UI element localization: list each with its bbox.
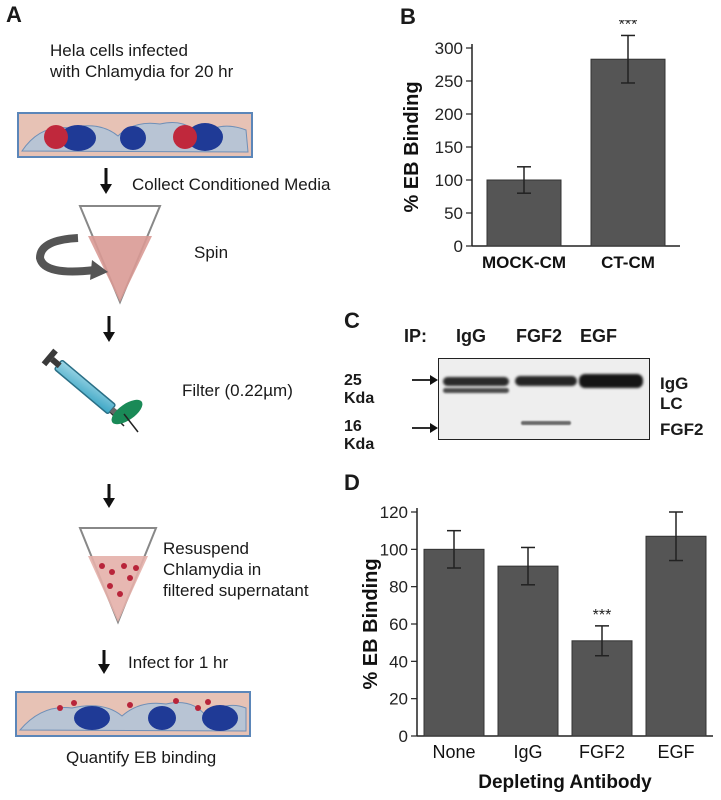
band-fgf2-lane2 — [521, 421, 571, 425]
cell-dish-binding — [15, 691, 251, 737]
cell-dish-infected — [17, 112, 253, 158]
nucleus — [60, 125, 96, 151]
nucleus — [74, 706, 110, 730]
nucleus — [120, 126, 146, 150]
step-resuspend-line-1: Resuspend — [163, 539, 250, 558]
lane-label-egf: EGF — [580, 326, 618, 346]
step-infect-line-1: Hela cells infected — [50, 41, 188, 60]
panel-label-c: C — [344, 308, 360, 333]
chart-d-depletion: 0 20 40 60 80 100 120 None IgG *** FGF2 EGF % EB Bin… — [360, 503, 713, 793]
band-label-fgf2: FGF2 — [660, 420, 704, 439]
step-infect-text: Hela cells infected with Chlamydia for 2… — [50, 40, 233, 82]
rotation-arrow-icon — [35, 234, 108, 280]
step-resuspend-line-2: Chlamydia in — [163, 560, 262, 579]
y-tick-label: 250 — [435, 72, 463, 91]
x-tick-label: EGF — [657, 742, 694, 762]
nucleus — [187, 123, 223, 151]
right-arrow-icon — [412, 423, 438, 433]
nucleus — [148, 706, 176, 730]
down-arrow-icon — [98, 650, 110, 674]
nucleus — [202, 705, 238, 731]
marker-25kda: 25 Kda — [344, 372, 375, 407]
band-igg-lc-lane1 — [443, 377, 509, 386]
step-collect-text: Collect Conditioned Media — [132, 175, 331, 194]
y-axis-label: % EB Binding — [360, 558, 382, 689]
tube-icon — [78, 205, 162, 305]
y-tick-label: 100 — [380, 540, 408, 559]
bar — [590, 58, 666, 247]
step-infect-1hr-text: Infect for 1 hr — [128, 653, 229, 672]
y-tick-label: 100 — [435, 171, 463, 190]
y-tick-label: 50 — [444, 204, 463, 223]
bar — [645, 535, 707, 737]
chlamydia-inclusion — [44, 125, 68, 149]
y-tick-label: 150 — [435, 138, 463, 157]
right-arrow-icon — [412, 375, 438, 385]
band-label-igg-lc: IgG LC — [660, 374, 689, 413]
y-tick-label: 200 — [435, 105, 463, 124]
y-tick-label: 300 — [435, 39, 463, 58]
step-spin-text: Spin — [194, 243, 229, 262]
y-tick-label: 0 — [454, 237, 463, 256]
step-resuspend-line-3: filtered supernatant — [163, 581, 309, 600]
down-arrow-icon — [100, 168, 112, 194]
x-axis-label: Depleting Antibody — [478, 772, 652, 793]
y-axis-label: % EB Binding — [401, 81, 423, 212]
significance-label: *** — [593, 607, 612, 624]
band-lane1-lower — [443, 388, 509, 393]
y-tick-label: 40 — [389, 652, 408, 671]
ip-label: IP: — [404, 326, 428, 346]
down-arrow-icon — [103, 316, 115, 342]
y-tick-label: 60 — [389, 615, 408, 634]
bar — [571, 640, 633, 737]
blot-membrane — [438, 358, 650, 440]
band-igg-lc-lane2 — [515, 376, 577, 386]
y-tick-label: 0 — [399, 727, 408, 746]
panel-label-b: B — [400, 4, 416, 29]
panel-label-d: D — [344, 470, 360, 495]
marker-arrows — [412, 375, 438, 433]
y-tick-label: 120 — [380, 503, 408, 522]
step-resuspend-text: Resuspend Chlamydia in filtered supernat… — [163, 538, 309, 601]
down-arrow-icon — [103, 484, 115, 508]
x-tick-label: MOCK-CM — [482, 253, 566, 272]
y-tick-label: 80 — [389, 578, 408, 597]
tube-icon — [78, 527, 158, 625]
bar — [497, 565, 559, 737]
step-infect-line-2: with Chlamydia for 20 hr — [50, 62, 234, 81]
x-tick-label: IgG — [513, 742, 542, 762]
step-filter-text: Filter (0.22µm) — [182, 381, 293, 400]
marker-16kda: 16 Kda — [344, 418, 375, 453]
chart-b-eb-binding: 0 50 100 150 200 250 300 MOCK-CM *** CT-CM % EB Bi… — [401, 20, 680, 272]
lane-label-fgf2: FGF2 — [516, 326, 563, 346]
x-tick-label: None — [432, 742, 475, 762]
x-tick-label: FGF2 — [579, 742, 625, 762]
chlamydia-inclusion — [173, 125, 197, 149]
bar — [423, 548, 485, 737]
y-tick-label: 20 — [389, 690, 408, 709]
step-quantify-text: Quantify EB binding — [66, 748, 217, 767]
significance-label: *** — [619, 20, 638, 33]
panel-label-a: A — [6, 2, 22, 27]
workflow-diagram — [15, 112, 253, 737]
syringe-icon — [41, 348, 143, 433]
x-tick-label: CT-CM — [601, 253, 655, 272]
lane-label-igg: IgG — [456, 326, 486, 346]
band-igg-lc-lane3 — [579, 374, 643, 388]
